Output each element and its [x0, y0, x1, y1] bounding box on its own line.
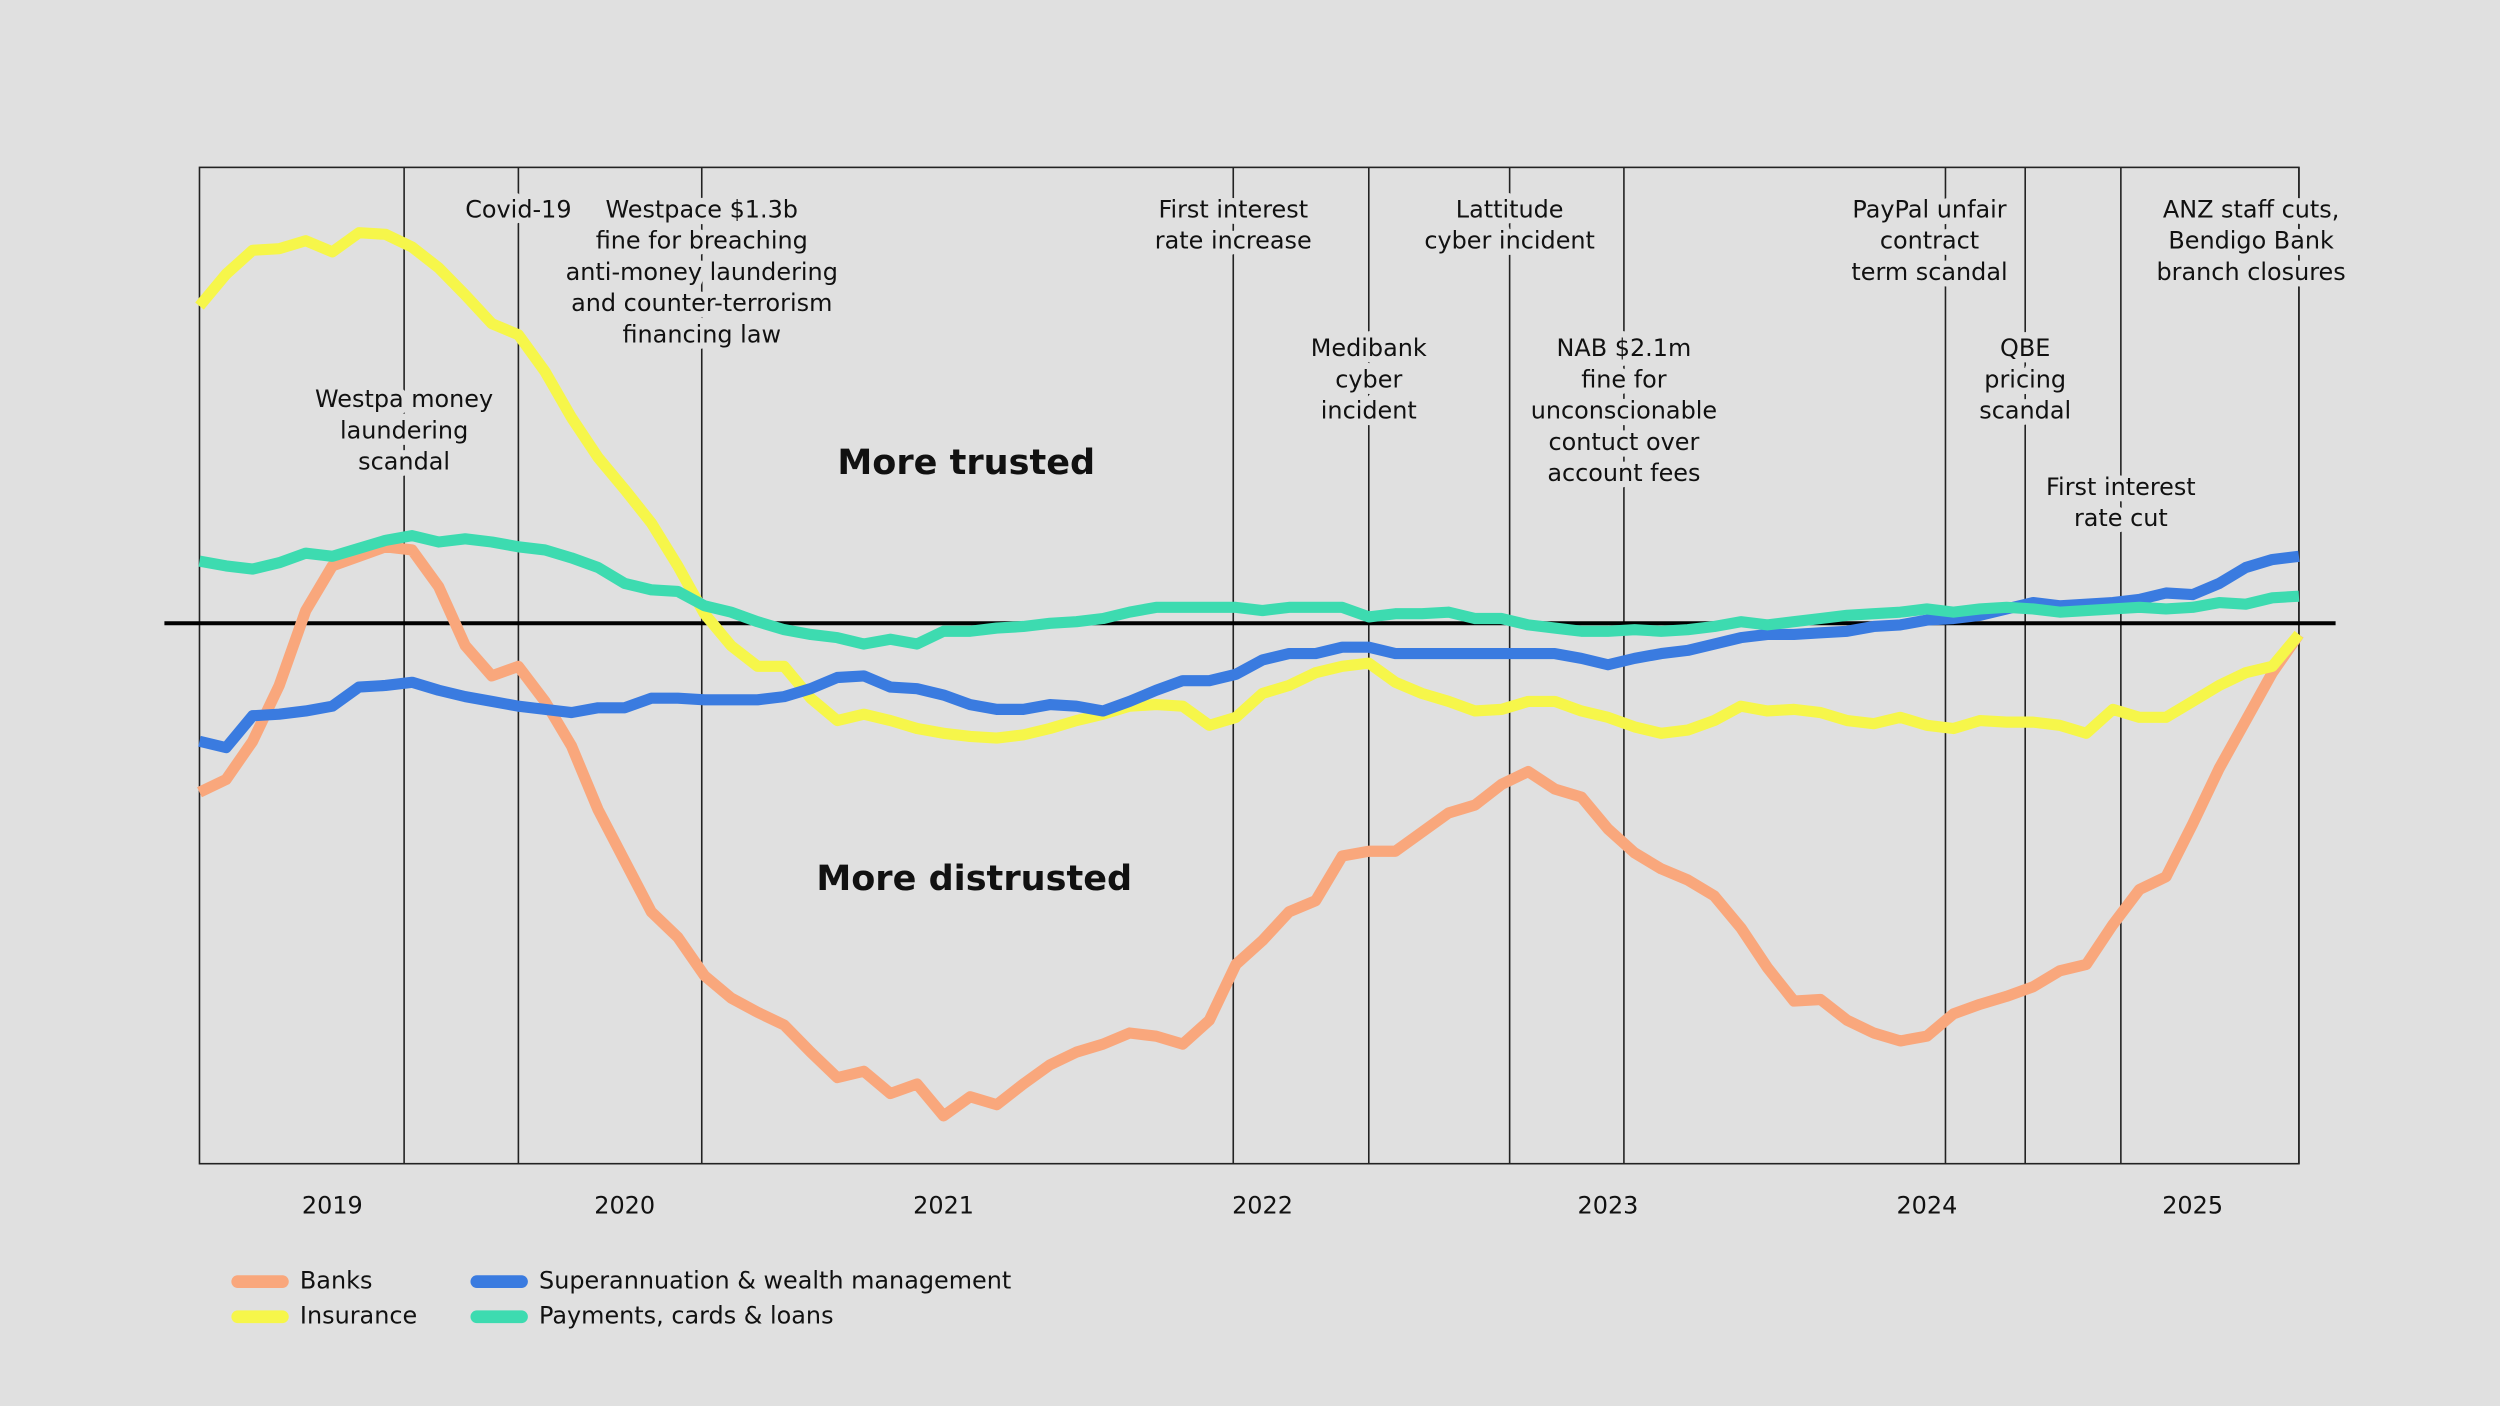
annotation-text: Covid-19 [465, 195, 571, 223]
annotation-text: ANZ staff cuts, [2163, 195, 2339, 223]
x-tick-label: 2024 [1896, 1192, 1957, 1220]
annotation-text: fine for [1581, 365, 1667, 393]
legend-label: Superannuation & wealth management [539, 1267, 1011, 1295]
annotation-text: anti-money laundering [566, 258, 838, 286]
annotation-text: fine for breaching [596, 227, 808, 255]
legend-label: Insurance [300, 1302, 417, 1330]
annotation-text: scandal [1979, 397, 2071, 425]
annotation-text: cyber [1335, 365, 1402, 393]
annotation-text: unconscionable [1531, 397, 1717, 425]
series-lines [164, 227, 2336, 1122]
region-label: More distrusted [816, 858, 1132, 899]
series-line [198, 530, 2300, 650]
x-tick-label: 2020 [594, 1192, 655, 1220]
legend-label: Banks [300, 1267, 373, 1295]
annotation-text: QBE [2000, 334, 2050, 362]
x-tick-label: 2021 [913, 1192, 974, 1220]
series-line [198, 550, 2300, 754]
annotation-text: pricing [1984, 365, 2066, 393]
annotation-text: Bendigo Bank [2168, 227, 2334, 255]
x-tick-label: 2019 [302, 1192, 363, 1220]
annotation-text: and counter-terrorism [571, 289, 832, 317]
annotation-text: incident [1321, 397, 1417, 425]
legend-label: Payments, cards & loans [539, 1302, 834, 1330]
annotation-text: First interest [1158, 195, 1308, 223]
annotations: Westpa money laundering scandal Covid-19 Wes… [309, 167, 2352, 1164]
region-label: More trusted [837, 442, 1095, 483]
annotation-text: laundering [340, 416, 468, 444]
annotation-text: account fees [1547, 459, 1700, 487]
annotation-text: branch closures [2157, 258, 2346, 286]
x-tick-label: 2022 [1232, 1192, 1293, 1220]
annotation-text: rate increase [1155, 227, 1312, 255]
annotation-text: financing law [622, 320, 781, 348]
annotation-text: NAB $2.1m [1557, 334, 1692, 362]
annotation-text: term scandal [1851, 258, 2007, 286]
annotation-text: PayPal unfair [1852, 195, 2006, 223]
legend: Banks Insurance Superannuation & wealth ma… [231, 1267, 1011, 1330]
x-tick-label: 2025 [2162, 1192, 2223, 1220]
annotation-text: scandal [358, 448, 450, 476]
annotation-text: Westpa money [315, 385, 493, 413]
annotation-text: contuct over [1548, 428, 1699, 456]
x-axis: 2019 2020 2021 2022 2023 2024 2025 [302, 1192, 2223, 1220]
annotation-text: Medibank [1311, 334, 1427, 362]
x-tick-label: 2023 [1578, 1192, 1639, 1220]
series-line [197, 541, 2304, 1122]
annotation-text: cyber incident [1424, 227, 1595, 255]
annotation-text: rate cut [2074, 504, 2168, 532]
annotation-text: Lattitude [1456, 195, 1564, 223]
series-line [195, 227, 2304, 744]
annotation-text: Westpace $1.3b [606, 195, 798, 223]
annotation-text: contract [1880, 227, 1979, 255]
annotation-text: First interest [2046, 473, 2196, 501]
